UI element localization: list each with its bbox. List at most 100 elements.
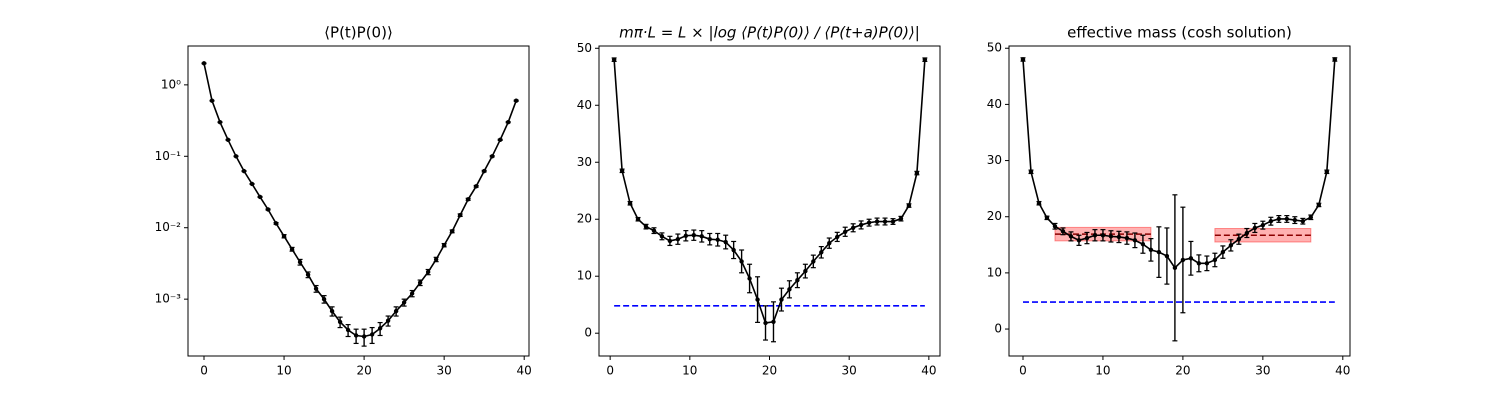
y-tick-label: 0 (584, 326, 592, 340)
data-point (337, 319, 343, 325)
y-tick-label: 20 (577, 212, 592, 226)
data-point (297, 259, 303, 265)
data-point (715, 237, 720, 242)
data-point (1084, 235, 1090, 241)
data-point (1228, 243, 1234, 248)
data-point (369, 332, 375, 337)
panel-title: mπ·L = L × |log ⟨P(t)P(0)⟩ / ⟨P(t+a)P(0)… (619, 24, 920, 42)
data-point (361, 334, 367, 339)
data-point (513, 98, 519, 103)
data-point (1028, 169, 1034, 174)
x-tick-label: 30 (1255, 364, 1270, 378)
data-point (321, 296, 327, 302)
data-point (1092, 233, 1098, 238)
data-point (1244, 230, 1250, 236)
series-line (1022, 59, 1336, 270)
data-point (305, 272, 311, 277)
data-point (803, 268, 808, 274)
y-tick-label: 20 (987, 209, 1002, 223)
data-point (273, 221, 279, 226)
y-tick-label: 50 (987, 41, 1002, 55)
data-point (385, 318, 391, 323)
x-tick-label: 30 (437, 364, 452, 378)
data-point (747, 276, 752, 281)
data-point (1116, 234, 1122, 240)
data-point (1260, 222, 1266, 228)
data-point (1180, 257, 1186, 263)
y-tick-label: 0 (994, 322, 1002, 336)
y-tick-label: 10⁻² (155, 220, 182, 234)
data-point (505, 120, 511, 125)
data-point (353, 333, 359, 338)
data-point (1324, 169, 1330, 174)
panel-title: ⟨P(t)P(0)⟩ (324, 24, 393, 42)
axes-frame (187, 45, 530, 357)
data-point (1052, 224, 1058, 229)
data-point (289, 247, 295, 252)
data-point (1108, 234, 1114, 239)
data-point (449, 229, 455, 234)
data-point (1172, 265, 1178, 271)
data-point (1140, 242, 1146, 247)
data-point (1044, 215, 1050, 221)
data-point (811, 259, 816, 264)
data-point (906, 203, 912, 208)
y-tick-label: 10⁰ (161, 77, 181, 91)
axes-frame (598, 45, 941, 357)
data-point (643, 224, 649, 229)
x-tick-label: 40 (1335, 364, 1350, 378)
data-point (465, 197, 471, 202)
data-point (1284, 216, 1290, 222)
data-point (1164, 253, 1170, 259)
data-point (481, 168, 487, 174)
data-point (313, 286, 319, 291)
x-tick-label: 10 (682, 364, 697, 378)
data-point (627, 201, 633, 206)
data-point (763, 320, 768, 326)
data-point (827, 240, 832, 246)
data-point (1268, 219, 1274, 224)
y-tick-label: 50 (577, 41, 592, 55)
data-point (377, 326, 383, 331)
data-point (225, 137, 231, 143)
data-point (1068, 234, 1074, 239)
x-tick-label: 40 (517, 364, 532, 378)
data-point (787, 287, 792, 292)
y-tick-label: 40 (987, 97, 1002, 111)
data-point (281, 234, 287, 239)
data-point (914, 170, 920, 176)
data-point (699, 234, 704, 239)
x-tick-label: 40 (921, 364, 936, 378)
data-point (265, 207, 271, 212)
data-point (241, 168, 247, 174)
data-point (457, 212, 463, 218)
data-point (890, 219, 896, 224)
data-point (233, 154, 239, 159)
data-point (1220, 249, 1226, 255)
data-point (1316, 202, 1322, 208)
data-point (489, 154, 495, 159)
data-point (1236, 236, 1242, 242)
data-point (850, 225, 856, 230)
x-tick-label: 0 (200, 364, 208, 378)
data-point (1204, 261, 1210, 266)
data-point (675, 236, 681, 242)
series-line (203, 63, 517, 338)
x-tick-label: 20 (356, 364, 371, 378)
y-tick-label: 10⁻¹ (155, 149, 182, 163)
data-point (217, 120, 223, 125)
data-point (1308, 215, 1314, 220)
x-tick-label: 20 (762, 364, 777, 378)
data-point (201, 61, 207, 66)
data-point (635, 217, 641, 222)
y-tick-label: 30 (577, 155, 592, 169)
data-point (858, 222, 864, 228)
data-point (1276, 216, 1282, 222)
data-point (611, 57, 617, 62)
data-point (1252, 225, 1258, 231)
data-point (866, 220, 872, 225)
x-tick-label: 10 (276, 364, 291, 378)
data-point (707, 236, 712, 242)
x-tick-label: 20 (1175, 364, 1190, 378)
